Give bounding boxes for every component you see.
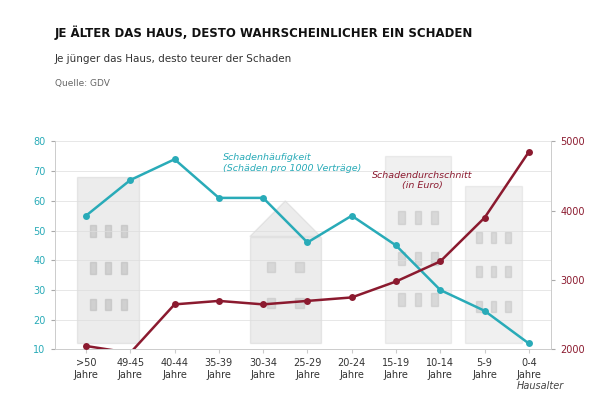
Bar	[267, 298, 275, 308]
Bar	[105, 299, 112, 310]
Bar	[465, 186, 522, 344]
Bar	[267, 262, 275, 272]
Bar	[491, 232, 496, 243]
Bar	[491, 266, 496, 277]
Polygon shape	[250, 201, 321, 237]
Text: Je jünger das Haus, desto teurer der Schaden: Je jünger das Haus, desto teurer der Sch…	[55, 54, 292, 64]
Bar	[121, 262, 127, 274]
Bar	[385, 156, 451, 344]
Bar	[476, 301, 482, 312]
Bar	[431, 293, 438, 306]
Bar	[121, 225, 127, 237]
Bar	[295, 298, 304, 308]
Bar	[295, 262, 304, 272]
Bar	[398, 293, 405, 306]
Bar	[415, 252, 421, 265]
Bar	[476, 266, 482, 277]
Text: Schadenhäufigkeit
(Schäden pro 1000 Verträge): Schadenhäufigkeit (Schäden pro 1000 Vert…	[223, 154, 362, 173]
Bar	[90, 262, 96, 274]
Text: JE ÄLTER DAS HAUS, DESTO WAHRSCHEINLICHER EIN SCHADEN: JE ÄLTER DAS HAUS, DESTO WAHRSCHEINLICHE…	[55, 25, 473, 40]
Bar	[90, 225, 96, 237]
Bar	[398, 210, 405, 224]
Bar	[505, 266, 511, 277]
Bar	[415, 210, 421, 224]
Bar	[431, 252, 438, 265]
Bar	[90, 299, 96, 310]
Bar	[121, 299, 127, 310]
Bar	[431, 210, 438, 224]
Bar	[415, 293, 421, 306]
Bar	[398, 252, 405, 265]
Text: Quelle: GDV: Quelle: GDV	[55, 79, 110, 88]
Bar	[105, 225, 112, 237]
Bar	[250, 237, 321, 344]
Bar	[491, 301, 496, 312]
Bar	[77, 177, 139, 344]
Bar	[476, 232, 482, 243]
Bar	[505, 232, 511, 243]
Text: Schadendurchschnitt
(in Euro): Schadendurchschnitt (in Euro)	[372, 171, 473, 190]
Bar	[105, 262, 112, 274]
Bar	[505, 301, 511, 312]
Text: Hausalter: Hausalter	[516, 381, 564, 391]
